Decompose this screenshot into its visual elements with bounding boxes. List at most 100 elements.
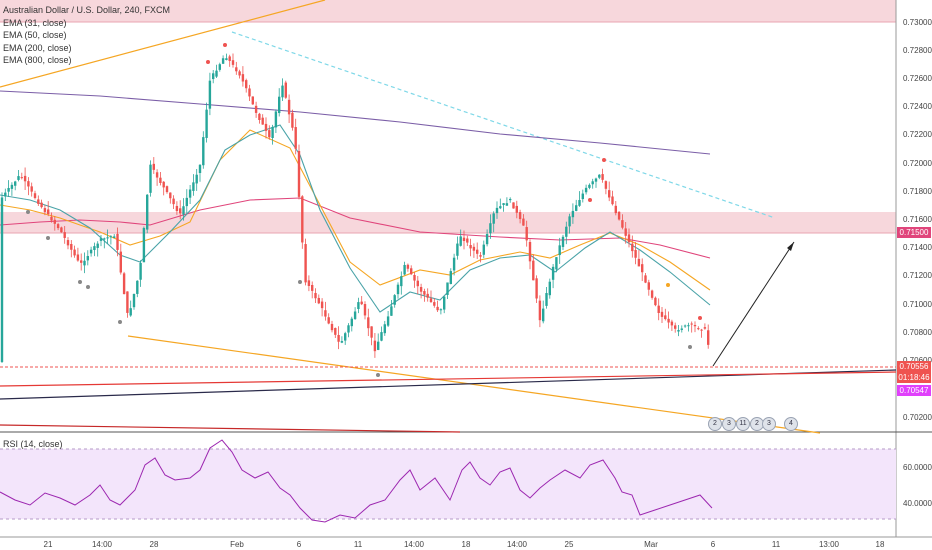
price-axis-label: 0.73000 bbox=[903, 18, 932, 27]
candle-body bbox=[667, 318, 670, 323]
candle-body bbox=[515, 205, 518, 213]
candle-body bbox=[162, 181, 165, 188]
candle-body bbox=[419, 287, 423, 292]
event-icon[interactable]: 3 bbox=[762, 417, 776, 431]
candle-body bbox=[228, 56, 231, 61]
candle-body bbox=[113, 236, 116, 238]
pivot-dot bbox=[698, 316, 702, 320]
event-icon[interactable]: 4 bbox=[784, 417, 798, 431]
candle-body bbox=[657, 305, 660, 314]
current-price-tag: 0.70556 bbox=[897, 361, 931, 372]
candle-body bbox=[60, 227, 63, 233]
candle-body bbox=[472, 246, 476, 251]
ema200-label[interactable]: EMA (200, close) bbox=[3, 42, 72, 53]
candle-body bbox=[155, 172, 159, 178]
candle-body bbox=[334, 327, 337, 335]
candle-body bbox=[568, 216, 571, 227]
time-axis-label: 28 bbox=[150, 540, 159, 549]
candle-body bbox=[634, 249, 637, 258]
candle-body bbox=[337, 334, 340, 342]
candle-body bbox=[215, 70, 218, 77]
candle-body bbox=[406, 264, 410, 269]
candle-body bbox=[466, 238, 469, 243]
time-axis-label: 6 bbox=[297, 540, 302, 549]
candle-body bbox=[581, 193, 584, 200]
countdown-tag: 01:18:46 bbox=[897, 372, 931, 383]
candle-body bbox=[611, 196, 614, 205]
candle-body bbox=[347, 325, 350, 333]
rsi-band bbox=[0, 449, 896, 519]
candle-body bbox=[284, 82, 287, 98]
pivot-dot bbox=[376, 373, 380, 377]
level-tag-top: 0.71500 bbox=[897, 227, 931, 238]
trendline-dashed bbox=[231, 31, 776, 219]
candle-body bbox=[30, 186, 33, 192]
candle-body bbox=[542, 308, 545, 322]
candle-body bbox=[311, 284, 314, 291]
candle-body bbox=[545, 293, 548, 306]
candle-body bbox=[43, 208, 47, 212]
candle-body bbox=[416, 280, 419, 287]
candle-body bbox=[301, 196, 304, 243]
candle-body bbox=[330, 323, 334, 331]
trendline-upper bbox=[0, 0, 326, 88]
ema800-label[interactable]: EMA (800, close) bbox=[3, 55, 72, 66]
event-icon[interactable]: 11 bbox=[736, 417, 750, 431]
candle-body bbox=[598, 174, 601, 178]
candle-body bbox=[185, 197, 188, 207]
event-icon[interactable]: 2 bbox=[708, 417, 722, 431]
candle-body bbox=[538, 300, 542, 321]
price-axis-label: 0.70600 bbox=[903, 356, 932, 365]
ema50-label[interactable]: EMA (50, close) bbox=[3, 30, 67, 41]
candle-body bbox=[479, 255, 482, 257]
candle-body bbox=[258, 113, 261, 121]
candle-body bbox=[429, 298, 433, 302]
candle-body bbox=[449, 271, 452, 285]
pivot-dot bbox=[666, 283, 670, 287]
candle-body bbox=[73, 249, 76, 256]
candle-body bbox=[271, 126, 274, 138]
candle-body bbox=[413, 274, 416, 281]
candle-body bbox=[446, 282, 449, 295]
candle-body bbox=[66, 240, 70, 246]
candle-body bbox=[360, 301, 363, 305]
pivot-dot bbox=[602, 158, 606, 162]
arrow-head-icon bbox=[787, 242, 794, 251]
trendline-lower bbox=[127, 335, 821, 434]
candle-body bbox=[509, 198, 512, 201]
candle-body bbox=[650, 290, 654, 298]
time-axis-label: 14:00 bbox=[92, 540, 113, 549]
candle-body bbox=[647, 282, 650, 290]
candle-body bbox=[548, 281, 551, 296]
candle-body bbox=[344, 333, 347, 341]
candle-body bbox=[528, 241, 532, 262]
price-axis-label: 0.72200 bbox=[903, 130, 932, 139]
candle-body bbox=[631, 243, 634, 252]
candle-body bbox=[0, 197, 4, 362]
time-axis-label: 14:00 bbox=[507, 540, 528, 549]
candle-body bbox=[93, 246, 96, 250]
candle-body bbox=[380, 332, 383, 341]
candle-body bbox=[624, 228, 627, 236]
ema31-label[interactable]: EMA (31, close) bbox=[3, 17, 67, 28]
candle-body bbox=[660, 311, 664, 317]
candle-body bbox=[535, 278, 538, 299]
event-icon[interactable]: 3 bbox=[722, 417, 736, 431]
candle-body bbox=[439, 309, 443, 311]
candle-body bbox=[27, 181, 30, 187]
candle-body bbox=[129, 308, 132, 316]
symbol-title[interactable]: Australian Dollar / U.S. Dollar, 240, FX… bbox=[3, 5, 171, 15]
candle-body bbox=[314, 292, 317, 299]
rsi-axis-label: 60.0000 bbox=[903, 463, 932, 472]
rsi-label[interactable]: RSI (14, close) bbox=[3, 439, 63, 449]
candle-body bbox=[492, 213, 495, 224]
candle-body bbox=[126, 291, 129, 313]
candle-body bbox=[231, 60, 235, 65]
candle-body bbox=[70, 243, 73, 250]
candle-body bbox=[604, 181, 608, 189]
level-tag-low: 0.70547 bbox=[897, 385, 931, 396]
candle-body bbox=[693, 324, 697, 327]
pivot-dot bbox=[206, 60, 210, 64]
candle-body bbox=[383, 324, 386, 334]
